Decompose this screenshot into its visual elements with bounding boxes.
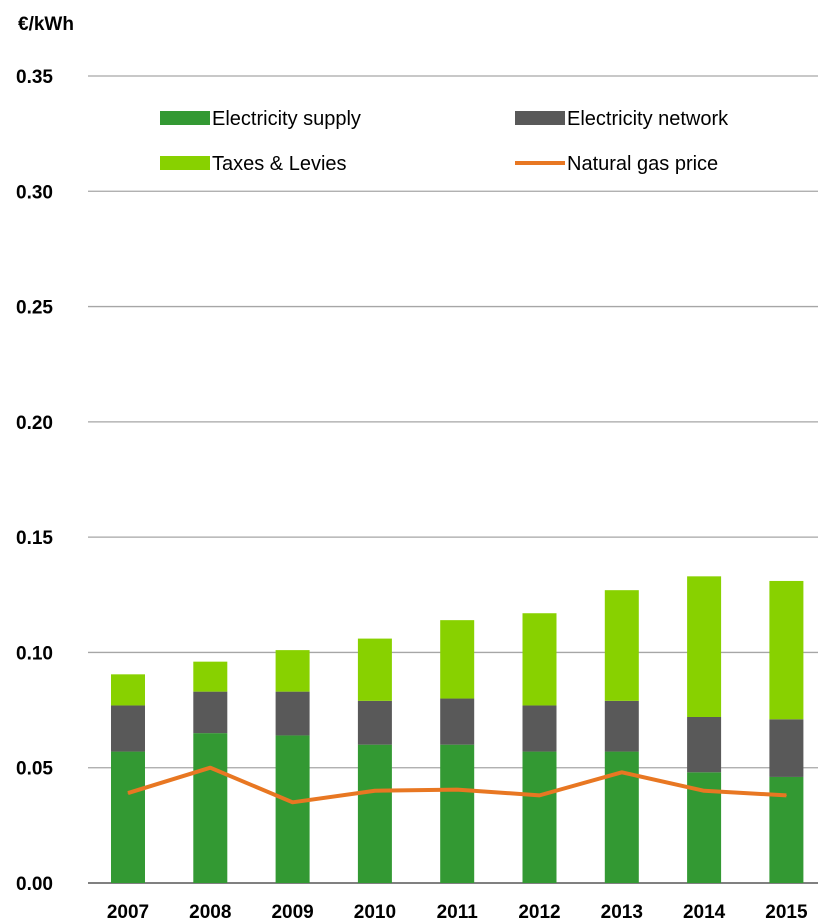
y-tick-0.00: 0.00 [16, 874, 53, 895]
x-tick-2009: 2009 [271, 902, 313, 922]
gas-price-point-2015 [785, 794, 787, 796]
bar-taxes-levies-2012 [522, 613, 557, 706]
gas-price-point-2012 [539, 794, 540, 796]
x-tick-2012: 2012 [518, 902, 560, 922]
bar-electricity-supply-2007 [111, 751, 145, 883]
bar-taxes-levies-2015 [769, 580, 804, 720]
bar-electricity-supply-2010 [357, 744, 392, 883]
y-tick-labels: 0.00 0.05 0.10 0.15 0.20 0.25 0.30 0.35 [16, 67, 53, 895]
bar-electricity-supply-2012 [522, 751, 557, 883]
bars [111, 576, 804, 883]
x-tick-2010: 2010 [354, 902, 396, 922]
x-tick-2008: 2008 [189, 902, 231, 922]
bar-electricity-supply-2011 [440, 744, 475, 883]
gas-price-point-2014 [703, 790, 705, 792]
y-tick-0.15: 0.15 [16, 528, 53, 549]
gas-price-point-2008 [209, 767, 211, 769]
bar-electricity-supply-2008 [193, 733, 228, 883]
bar-electricity-network-2015 [769, 719, 804, 777]
bar-electricity-network-2014 [687, 716, 722, 773]
x-tick-2011: 2011 [437, 902, 479, 922]
y-tick-0.20: 0.20 [16, 413, 53, 434]
bar-electricity-network-2009 [275, 691, 310, 736]
y-tick-0.05: 0.05 [16, 759, 53, 780]
gas-price-point-2007 [127, 792, 129, 794]
bar-taxes-levies-2013 [604, 590, 639, 701]
legend-label-taxes-levies: Taxes & Levies [212, 153, 347, 175]
x-tick-labels: 2007 2008 2009 2010 2011 2012 2013 2014 2015 [107, 902, 808, 922]
gas-price-point-2009 [292, 801, 294, 803]
bar-electricity-network-2011 [440, 698, 475, 745]
x-tick-2013: 2013 [601, 902, 643, 922]
bar-electricity-network-2010 [357, 700, 392, 745]
bar-taxes-levies-2007 [111, 674, 145, 706]
y-tick-0.25: 0.25 [16, 298, 53, 319]
x-tick-2014: 2014 [683, 902, 726, 922]
bar-electricity-network-2013 [604, 700, 639, 752]
bar-electricity-network-2007 [111, 705, 145, 752]
bar-taxes-levies-2011 [440, 620, 475, 699]
bar-electricity-supply-2009 [275, 735, 310, 883]
gas-price-point-2010 [374, 790, 376, 792]
legend: Electricity supply Electricity network Tax… [160, 108, 729, 175]
legend-swatch-electricity-supply [160, 111, 210, 125]
y-tick-0.35: 0.35 [16, 67, 53, 88]
bar-taxes-levies-2010 [357, 638, 392, 701]
gas-price-point-2013 [621, 771, 623, 773]
legend-swatch-taxes-levies [160, 156, 210, 170]
y-axis-label: €/kWh [18, 14, 74, 35]
gas-price-line [127, 765, 787, 805]
x-tick-2007: 2007 [107, 902, 149, 922]
x-tick-2015: 2015 [765, 902, 808, 922]
y-tick-0.10: 0.10 [16, 643, 53, 664]
y-tick-0.30: 0.30 [16, 182, 53, 203]
legend-label-electricity-network: Electricity network [567, 108, 729, 130]
bar-electricity-network-2012 [522, 705, 557, 752]
bar-taxes-levies-2009 [275, 650, 310, 692]
bar-taxes-levies-2014 [687, 576, 722, 717]
legend-label-electricity-supply: Electricity supply [212, 108, 361, 130]
legend-swatch-electricity-network [515, 111, 565, 125]
bar-taxes-levies-2008 [193, 661, 228, 692]
legend-label-natural-gas-price: Natural gas price [567, 153, 718, 175]
gas-price-point-2011 [456, 789, 458, 791]
bar-electricity-network-2008 [193, 691, 228, 734]
